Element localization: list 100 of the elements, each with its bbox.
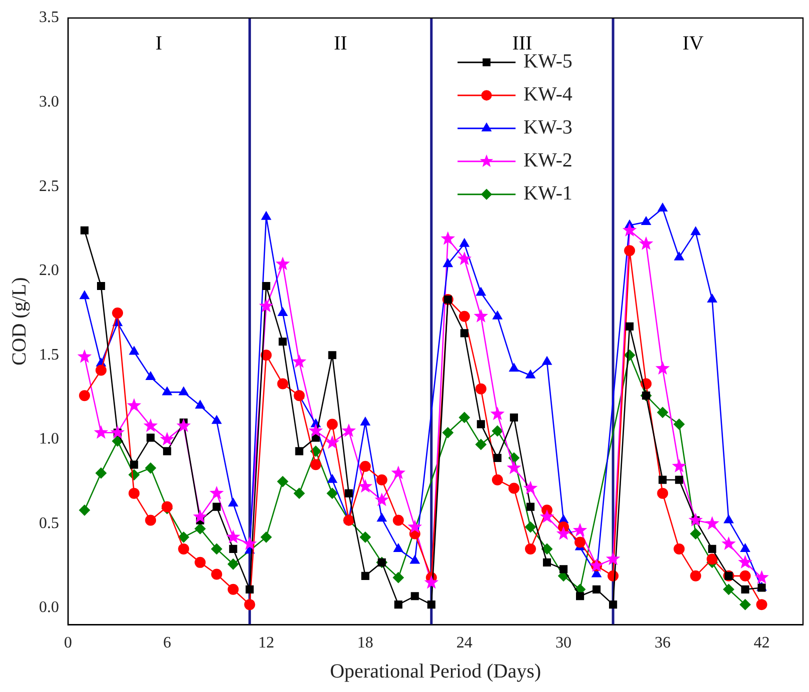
point xyxy=(723,584,734,595)
point xyxy=(708,544,716,553)
point xyxy=(325,435,340,449)
point xyxy=(130,460,138,469)
y-tick-label: 3.0 xyxy=(39,93,59,110)
point xyxy=(260,532,272,543)
point xyxy=(707,294,717,302)
y-tick-label: 1.0 xyxy=(39,430,59,448)
x-tick-label: 6 xyxy=(163,634,172,652)
point xyxy=(506,460,522,474)
point xyxy=(229,544,238,553)
point xyxy=(162,386,172,396)
point xyxy=(523,480,538,494)
point xyxy=(705,516,720,530)
point xyxy=(178,386,188,396)
point xyxy=(96,468,107,479)
point xyxy=(410,592,419,600)
point xyxy=(228,498,238,506)
point xyxy=(228,584,239,595)
point xyxy=(541,543,552,554)
point xyxy=(97,282,106,290)
point xyxy=(688,512,703,526)
point xyxy=(427,600,436,609)
point xyxy=(526,502,535,511)
y-tick-label: 1.5 xyxy=(39,346,59,364)
point xyxy=(674,418,685,430)
point xyxy=(394,600,402,609)
point xyxy=(722,536,736,550)
point xyxy=(278,338,287,346)
point xyxy=(440,231,456,245)
point xyxy=(292,354,306,368)
point xyxy=(143,418,158,432)
point xyxy=(374,492,389,506)
point xyxy=(458,412,470,423)
point xyxy=(129,346,139,355)
point xyxy=(360,417,370,426)
point xyxy=(146,372,156,380)
point xyxy=(542,558,552,566)
point xyxy=(657,406,668,418)
point xyxy=(342,423,356,438)
point xyxy=(476,420,485,428)
point xyxy=(706,554,718,565)
x-tick-label: 12 xyxy=(258,634,274,652)
point xyxy=(740,543,750,552)
x-tick-label: 42 xyxy=(754,634,770,652)
y-axis-title: COD (g/L) xyxy=(8,277,30,366)
point xyxy=(556,526,571,540)
point xyxy=(492,310,502,320)
point xyxy=(112,307,124,318)
point xyxy=(278,307,288,316)
point xyxy=(493,454,502,462)
point xyxy=(110,425,125,439)
point xyxy=(146,434,155,442)
point xyxy=(160,432,174,446)
point xyxy=(490,406,505,420)
point xyxy=(674,543,685,554)
point xyxy=(194,523,206,534)
point xyxy=(740,570,751,582)
point xyxy=(624,245,636,256)
point xyxy=(424,575,439,589)
point xyxy=(576,592,584,600)
point xyxy=(96,364,107,376)
point xyxy=(294,390,305,402)
point xyxy=(524,543,536,554)
point xyxy=(457,252,472,266)
point xyxy=(658,476,667,484)
point xyxy=(259,298,274,312)
point xyxy=(741,585,750,594)
y-tick-label: 3.5 xyxy=(39,9,59,26)
point xyxy=(277,476,288,488)
y-tick-label: 2.0 xyxy=(39,262,59,280)
point xyxy=(211,543,222,554)
point xyxy=(524,522,536,533)
point xyxy=(492,425,503,436)
point xyxy=(294,488,305,499)
point xyxy=(690,226,700,236)
point xyxy=(508,482,520,494)
y-tick-label: 2.5 xyxy=(39,178,59,195)
point xyxy=(690,570,702,582)
point xyxy=(195,400,205,409)
point xyxy=(475,383,486,394)
point xyxy=(626,322,634,330)
point xyxy=(442,427,454,438)
point xyxy=(327,474,338,483)
point xyxy=(211,568,222,580)
point xyxy=(194,556,206,568)
point xyxy=(458,310,470,322)
point xyxy=(754,570,769,584)
point xyxy=(176,418,191,432)
point xyxy=(609,600,618,609)
point xyxy=(228,558,239,570)
point xyxy=(574,536,586,548)
point xyxy=(145,514,156,526)
point xyxy=(756,599,768,610)
point xyxy=(510,413,518,422)
point xyxy=(360,532,371,543)
point xyxy=(443,258,453,268)
point xyxy=(328,351,336,360)
x-tick-label: 30 xyxy=(556,634,572,652)
point xyxy=(622,222,637,236)
